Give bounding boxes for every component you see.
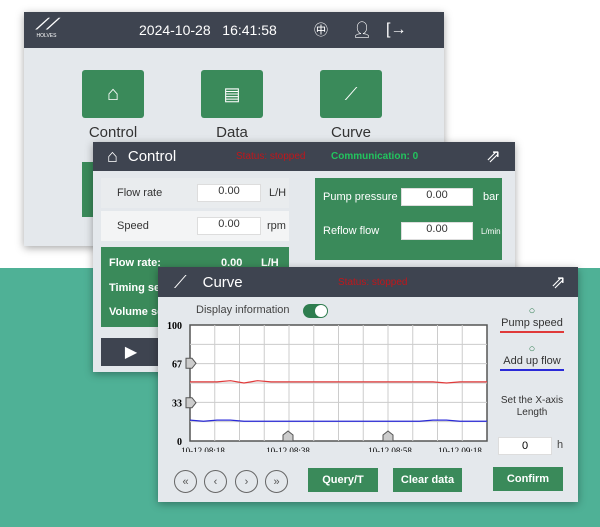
curve-window: ⟋ Curve Status: stopped ⇗ Display inform…	[158, 267, 578, 502]
clear-data-button[interactable]: Clear data	[393, 468, 462, 492]
export-icon[interactable]: ⇗	[550, 271, 566, 292]
series-line	[190, 380, 487, 384]
next-page-button[interactable]: ›	[235, 470, 258, 493]
reflow-flow-input[interactable]: 0.00	[401, 222, 473, 240]
label: Reflow flow	[323, 225, 380, 237]
unit: bar	[483, 191, 499, 203]
unit: L/H	[261, 257, 279, 269]
tile-data[interactable]: ▤	[201, 70, 263, 118]
x-axis-length-input[interactable]: 0	[498, 437, 552, 455]
chart-icon: ⟋	[174, 271, 187, 292]
display-info-toggle[interactable]	[303, 304, 328, 318]
tile-curve-label: Curve	[330, 124, 371, 141]
display-info-label: Display information	[196, 304, 290, 316]
main-header: ⟋⟋ HOLVES 2024-10-28 16:41:58 ㊥ 👤︎ [→	[24, 12, 444, 48]
communication-status: Communication: 0	[331, 151, 419, 162]
pump-pressure-row: Pump pressure 0.00 bar	[323, 188, 499, 206]
x-tick-label: 10-12 08:58	[368, 446, 412, 452]
unit: L/min	[481, 226, 501, 236]
y-cursor-marker	[185, 357, 197, 369]
flow-rate-input[interactable]: 0.00	[197, 184, 261, 202]
label: Volume se	[109, 306, 164, 318]
x-tick-label: 10-12 09:18	[438, 446, 482, 452]
x-cursor-marker	[282, 430, 294, 442]
y-tick-label: 0	[177, 437, 182, 448]
home-icon: ⌂	[107, 146, 118, 166]
first-page-button[interactable]: «	[174, 470, 197, 493]
x-axis-length-unit: h	[557, 439, 564, 451]
legend-add-up-flow: Add up flow	[503, 355, 561, 367]
x-tick-label: 10-12 08:38	[266, 446, 310, 452]
label: Pump pressure	[323, 191, 398, 203]
label: Flow rate:	[109, 257, 161, 269]
legend-add-up-flow-toggle[interactable]: ○	[528, 343, 536, 355]
legend-pump-speed-toggle[interactable]: ○	[528, 305, 536, 317]
pump-panel: Pump pressure 0.00 bar Reflow flow 0.00 L/mi…	[315, 178, 502, 260]
pump-pressure-input[interactable]: 0.00	[401, 188, 473, 206]
x-tick-label: 10-12 08:18	[181, 446, 225, 452]
curve-chart: 100 67 33 010-12 08:18 10-12 08:38 10-12 08:5…	[167, 321, 488, 452]
value: 0.00	[221, 257, 243, 269]
control-header: ⌂ Control Status: stopped Communication:…	[93, 142, 515, 171]
unit: rpm	[267, 220, 286, 232]
series-line	[189, 419, 487, 422]
label: Flow rate	[117, 187, 163, 199]
legend-pump-speed: Pump speed	[501, 317, 563, 329]
logout-icon[interactable]: [→	[386, 21, 407, 38]
query-button[interactable]: Query/T	[308, 468, 378, 492]
legend-add-up-flow-line	[500, 369, 564, 371]
home-icon: ⌂	[106, 82, 120, 105]
datetime: 2024-10-28 16:41:58	[139, 22, 277, 38]
language-icon[interactable]: ㊥	[314, 22, 328, 38]
brand-logo: ⟋⟋ HOLVES	[36, 16, 58, 39]
user-icon[interactable]: 👤︎	[352, 22, 373, 39]
tile-control[interactable]: ⌂	[82, 70, 144, 118]
flow-rate-row: Flow rate 0.00 L/H	[101, 178, 289, 208]
main-window: ⟋⟋ HOLVES 2024-10-28 16:41:58 ㊥ 👤︎ [→ ⌂ …	[24, 12, 444, 246]
tile-control-label: Control	[88, 124, 138, 141]
label: Speed	[117, 220, 149, 232]
y-cursor-marker	[185, 397, 197, 409]
unit: L/H	[269, 187, 287, 199]
curve-status: Status: stopped	[338, 276, 408, 288]
tile-curve[interactable]: ⟋	[320, 70, 382, 118]
y-tick-label: 33	[172, 399, 182, 410]
curve-header: ⟋ Curve Status: stopped ⇗	[158, 267, 578, 297]
reflow-flow-row: Reflow flow 0.00 L/min	[323, 222, 501, 240]
control-status: Status: stopped	[236, 151, 306, 162]
tile-data-label: Data	[216, 124, 248, 141]
play-icon: ▶	[124, 344, 138, 361]
speed-row: Speed 0.00 rpm	[101, 211, 289, 241]
last-page-button[interactable]: »	[265, 470, 288, 493]
chart-icon: ⟋	[344, 83, 358, 104]
time: 16:41:58	[222, 22, 277, 38]
legend: ○ Pump speed ○ Add up flow Set the X-axi…	[498, 305, 566, 419]
export-icon[interactable]: ⇗	[485, 146, 501, 166]
speed-input[interactable]: 0.00	[197, 217, 261, 235]
x-cursor-marker	[382, 430, 394, 442]
document-icon: ▤	[223, 83, 241, 104]
curve-title: Curve	[202, 273, 243, 291]
date: 2024-10-28	[139, 22, 211, 38]
label: Timing se	[109, 282, 161, 294]
confirm-button[interactable]: Confirm	[493, 467, 563, 491]
x-axis-length-label: Set the X-axis Length	[500, 395, 564, 418]
control-title: Control	[127, 148, 177, 165]
y-tick-label: 67	[172, 359, 182, 370]
play-button[interactable]: ▶	[101, 338, 161, 366]
y-tick-label: 100	[167, 321, 182, 332]
prev-page-button[interactable]: ‹	[204, 470, 227, 493]
legend-pump-speed-line	[500, 331, 564, 333]
